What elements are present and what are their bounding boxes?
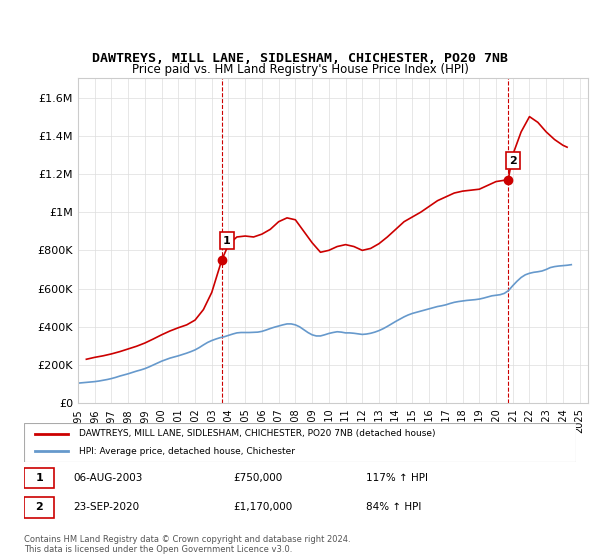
Text: £750,000: £750,000 bbox=[234, 473, 283, 483]
FancyBboxPatch shape bbox=[24, 423, 576, 462]
FancyBboxPatch shape bbox=[24, 468, 55, 488]
Text: 1: 1 bbox=[223, 236, 230, 246]
Text: 2: 2 bbox=[35, 502, 43, 512]
Text: 84% ↑ HPI: 84% ↑ HPI bbox=[366, 502, 422, 512]
Text: 23-SEP-2020: 23-SEP-2020 bbox=[74, 502, 140, 512]
Text: 1: 1 bbox=[35, 473, 43, 483]
Text: Contains HM Land Registry data © Crown copyright and database right 2024.
This d: Contains HM Land Registry data © Crown c… bbox=[24, 535, 350, 554]
Text: £1,170,000: £1,170,000 bbox=[234, 502, 293, 512]
FancyBboxPatch shape bbox=[24, 497, 55, 517]
Text: DAWTREYS, MILL LANE, SIDLESHAM, CHICHESTER, PO20 7NB (detached house): DAWTREYS, MILL LANE, SIDLESHAM, CHICHEST… bbox=[79, 430, 436, 438]
Text: 06-AUG-2003: 06-AUG-2003 bbox=[74, 473, 143, 483]
Text: Price paid vs. HM Land Registry's House Price Index (HPI): Price paid vs. HM Land Registry's House … bbox=[131, 63, 469, 77]
Text: HPI: Average price, detached house, Chichester: HPI: Average price, detached house, Chic… bbox=[79, 446, 295, 455]
Text: DAWTREYS, MILL LANE, SIDLESHAM, CHICHESTER, PO20 7NB: DAWTREYS, MILL LANE, SIDLESHAM, CHICHEST… bbox=[92, 52, 508, 66]
Text: 117% ↑ HPI: 117% ↑ HPI bbox=[366, 473, 428, 483]
Text: 2: 2 bbox=[509, 156, 517, 166]
